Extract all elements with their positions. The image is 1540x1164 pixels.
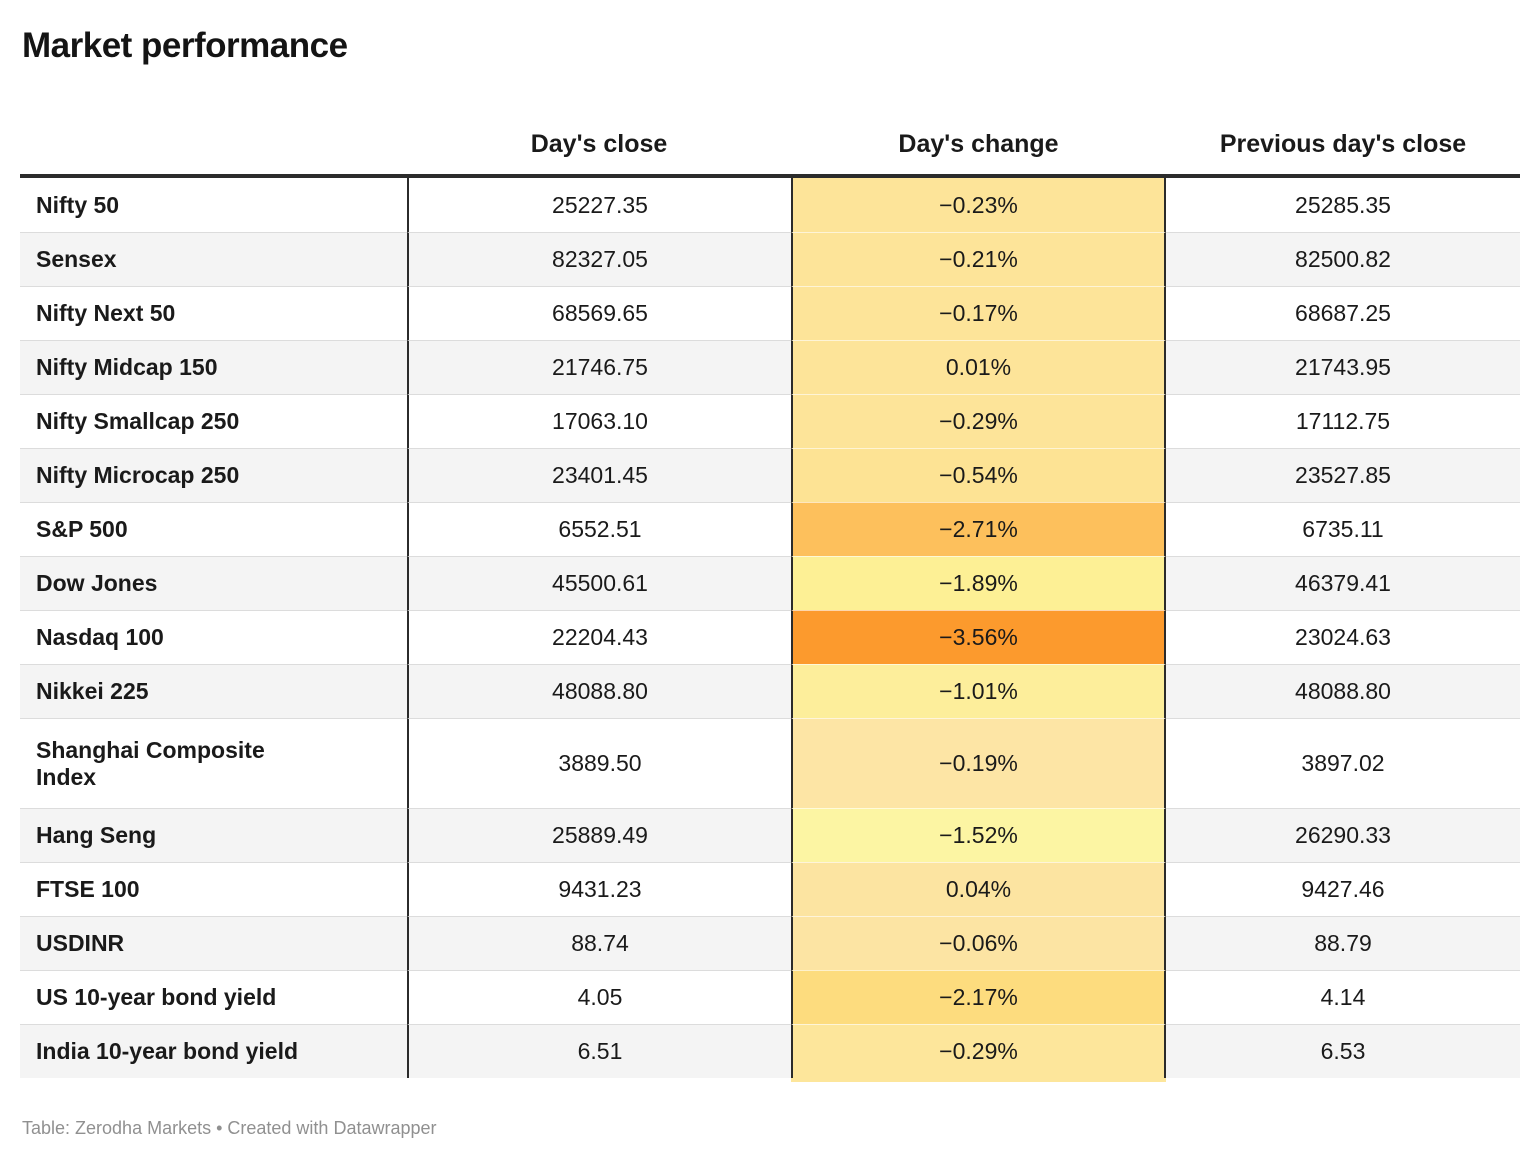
row-label: Sensex — [20, 232, 407, 286]
row-label: Shanghai Composite Index — [20, 718, 407, 808]
days-close-value: 17063.10 — [407, 394, 791, 448]
prev-close-value: 3897.02 — [1166, 718, 1520, 808]
days-close-value: 4.05 — [407, 970, 791, 1024]
prev-close-value: 46379.41 — [1166, 556, 1520, 610]
prev-close-value: 82500.82 — [1166, 232, 1520, 286]
market-performance-table: Nifty 50 25227.35 −0.23% 25285.35 Sensex… — [20, 178, 1520, 1078]
prev-close-value: 88.79 — [1166, 916, 1520, 970]
days-change-value: −1.52% — [791, 808, 1166, 862]
row-label: Nifty 50 — [20, 178, 407, 232]
days-change-value: −0.54% — [791, 448, 1166, 502]
prev-close-value: 17112.75 — [1166, 394, 1520, 448]
days-close-value: 25889.49 — [407, 808, 791, 862]
row-label: US 10-year bond yield — [20, 970, 407, 1024]
prev-close-value: 21743.95 — [1166, 340, 1520, 394]
days-change-value: −1.01% — [791, 664, 1166, 718]
days-close-value: 25227.35 — [407, 178, 791, 232]
days-close-value: 82327.05 — [407, 232, 791, 286]
days-change-value: 0.01% — [791, 340, 1166, 394]
days-close-value: 23401.45 — [407, 448, 791, 502]
days-close-value: 6552.51 — [407, 502, 791, 556]
column-header-days-change: Day's change — [898, 130, 1059, 158]
column-header-previous-close: Previous day's close — [1219, 130, 1467, 158]
header-divider-rule — [20, 174, 1520, 178]
days-close-value: 3889.50 — [407, 718, 791, 808]
prev-close-value: 23527.85 — [1166, 448, 1520, 502]
days-close-value: 21746.75 — [407, 340, 791, 394]
row-label: Nikkei 225 — [20, 664, 407, 718]
prev-close-value: 48088.80 — [1166, 664, 1520, 718]
days-change-value: −3.56% — [791, 610, 1166, 664]
row-label: Hang Seng — [20, 808, 407, 862]
days-close-value: 48088.80 — [407, 664, 791, 718]
prev-close-value: 6735.11 — [1166, 502, 1520, 556]
row-label: Nifty Midcap 150 — [20, 340, 407, 394]
days-change-value: −1.89% — [791, 556, 1166, 610]
days-change-value: −0.29% — [791, 1024, 1166, 1078]
days-close-value: 88.74 — [407, 916, 791, 970]
prev-close-value: 26290.33 — [1166, 808, 1520, 862]
column-header-blank — [20, 102, 407, 174]
days-close-value: 22204.43 — [407, 610, 791, 664]
row-label: India 10-year bond yield — [20, 1024, 407, 1078]
prev-close-value: 9427.46 — [1166, 862, 1520, 916]
days-close-value: 45500.61 — [407, 556, 791, 610]
page-title: Market performance — [22, 26, 348, 65]
footer-credit: Table: Zerodha Markets • Created with Da… — [22, 1118, 437, 1138]
column-header-days-close: Day's close — [530, 130, 668, 158]
prev-close-value: 6.53 — [1166, 1024, 1520, 1078]
row-label: Nifty Smallcap 250 — [20, 394, 407, 448]
row-label: Nifty Next 50 — [20, 286, 407, 340]
days-change-value: 0.04% — [791, 862, 1166, 916]
prev-close-value: 68687.25 — [1166, 286, 1520, 340]
row-label: Nasdaq 100 — [20, 610, 407, 664]
days-change-value: −0.29% — [791, 394, 1166, 448]
days-change-value: −0.17% — [791, 286, 1166, 340]
days-change-value: −0.06% — [791, 916, 1166, 970]
page: Market performance Day's close Day's cha… — [20, 26, 1520, 1138]
row-label: USDINR — [20, 916, 407, 970]
change-column-tail — [791, 1078, 1166, 1082]
row-label: FTSE 100 — [20, 862, 407, 916]
table-header-row: Day's close Day's change Previous day's … — [20, 102, 1520, 174]
days-change-value: −0.19% — [791, 718, 1166, 808]
days-change-value: −2.17% — [791, 970, 1166, 1024]
days-change-value: −2.71% — [791, 502, 1166, 556]
row-label: Nifty Microcap 250 — [20, 448, 407, 502]
days-close-value: 6.51 — [407, 1024, 791, 1078]
prev-close-value: 23024.63 — [1166, 610, 1520, 664]
prev-close-value: 25285.35 — [1166, 178, 1520, 232]
days-close-value: 9431.23 — [407, 862, 791, 916]
days-change-value: −0.21% — [791, 232, 1166, 286]
prev-close-value: 4.14 — [1166, 970, 1520, 1024]
row-label: Dow Jones — [20, 556, 407, 610]
days-close-value: 68569.65 — [407, 286, 791, 340]
row-label: S&P 500 — [20, 502, 407, 556]
days-change-value: −0.23% — [791, 178, 1166, 232]
